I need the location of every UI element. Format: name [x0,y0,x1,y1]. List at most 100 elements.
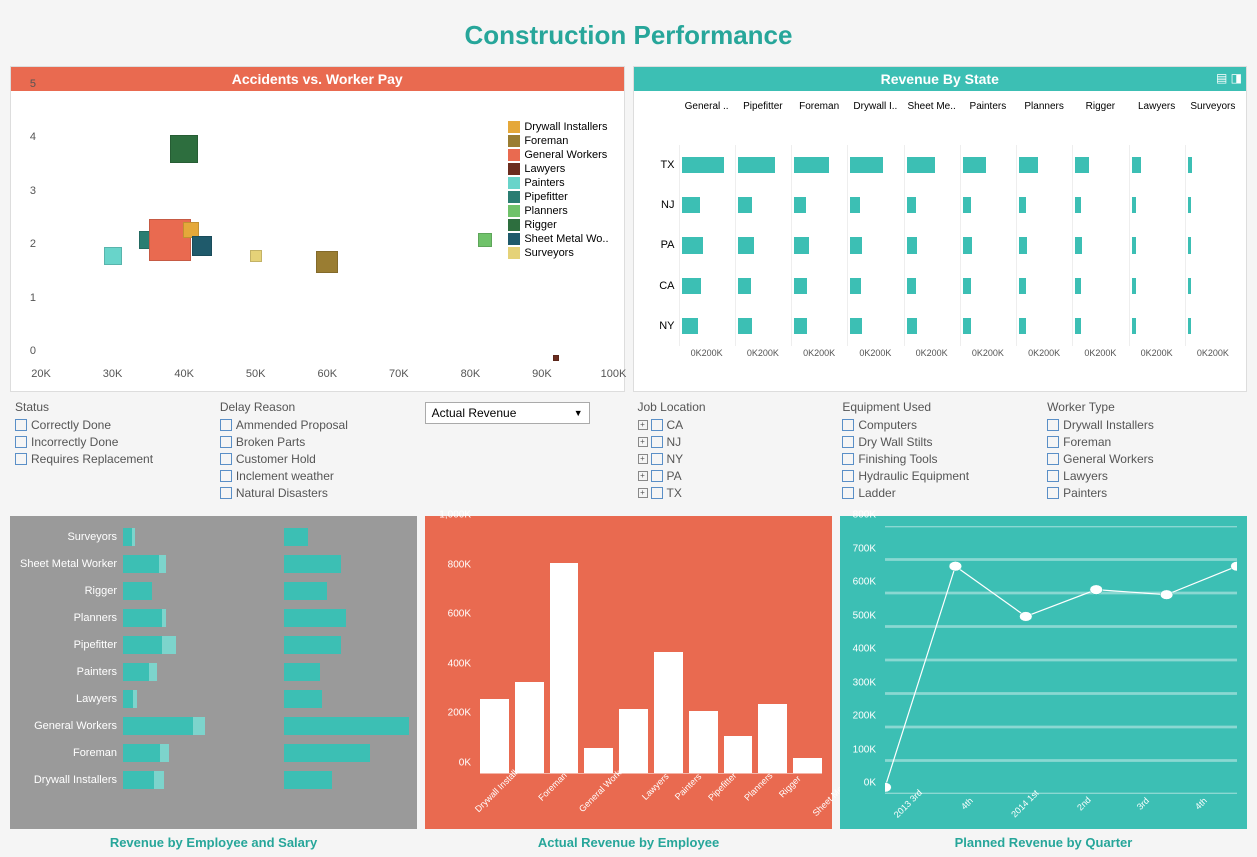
vbar[interactable] [654,652,683,773]
expand-icon[interactable]: + [638,454,648,464]
scatter-point[interactable] [553,355,559,361]
state-cell[interactable] [1129,185,1185,225]
checkbox-icon[interactable] [220,453,232,465]
filter-item[interactable]: Inclement weather [220,469,415,483]
state-cell[interactable] [1016,185,1072,225]
checkbox-icon[interactable] [651,453,663,465]
checkbox-icon[interactable] [651,419,663,431]
scatter-point[interactable] [316,251,338,273]
state-cell[interactable] [679,266,735,306]
vbar[interactable] [584,748,613,773]
state-cell[interactable] [1016,306,1072,346]
state-cell[interactable] [1185,185,1241,225]
hbar-row[interactable]: Foreman [18,740,409,765]
filter-item[interactable]: Foreman [1047,435,1242,449]
expand-icon[interactable]: + [638,488,648,498]
legend-item[interactable]: Foreman [508,135,608,147]
state-cell[interactable] [904,306,960,346]
state-cell[interactable] [1072,145,1128,185]
state-cell[interactable] [1129,266,1185,306]
state-cell[interactable] [904,225,960,265]
scatter-point[interactable] [104,247,122,265]
legend-item[interactable]: Rigger [508,219,608,231]
filter-item[interactable]: +NY [638,452,833,466]
scatter-chart[interactable]: 012345 20K30K40K50K60K70K80K90K100K Dryw… [11,91,624,391]
filter-item[interactable]: Drywall Installers [1047,418,1242,432]
state-cell[interactable] [847,145,903,185]
state-cell[interactable] [679,145,735,185]
scatter-point[interactable] [170,135,198,163]
state-cell[interactable] [1016,266,1072,306]
state-cell[interactable] [960,306,1016,346]
scatter-point[interactable] [250,250,262,262]
legend-item[interactable]: Painters [508,177,608,189]
hbar-row[interactable]: Planners [18,605,409,630]
filter-item[interactable]: Customer Hold [220,452,415,466]
state-cell[interactable] [960,266,1016,306]
hbar-row[interactable]: Drywall Installers [18,767,409,792]
state-cell[interactable] [1072,306,1128,346]
state-cell[interactable] [791,266,847,306]
state-cell[interactable] [679,306,735,346]
filter-item[interactable]: Lawyers [1047,469,1242,483]
filter-item[interactable]: Painters [1047,486,1242,500]
hbar-row[interactable]: Rigger [18,578,409,603]
scatter-point[interactable] [192,236,212,256]
state-cell[interactable] [960,145,1016,185]
hbar-row[interactable]: General Workers [18,713,409,738]
expand-icon[interactable]: + [638,437,648,447]
hbar-row[interactable]: Lawyers [18,686,409,711]
scatter-point[interactable] [478,233,492,247]
state-cell[interactable] [1185,225,1241,265]
state-cell[interactable] [679,185,735,225]
checkbox-icon[interactable] [651,487,663,499]
state-cell[interactable] [791,306,847,346]
checkbox-icon[interactable] [1047,487,1059,499]
checkbox-icon[interactable] [1047,453,1059,465]
hbar-chart[interactable]: SurveyorsSheet Metal WorkerRiggerPlanner… [10,516,417,829]
state-cell[interactable] [679,225,735,265]
vbar[interactable] [689,711,718,773]
checkbox-icon[interactable] [842,470,854,482]
state-cell[interactable] [960,225,1016,265]
checkbox-icon[interactable] [1047,436,1059,448]
filter-item[interactable]: Ladder [842,486,1037,500]
state-cell[interactable] [1129,225,1185,265]
state-cell[interactable] [847,306,903,346]
state-cell[interactable] [1185,266,1241,306]
filter-item[interactable]: +PA [638,469,833,483]
state-cell[interactable] [735,185,791,225]
checkbox-icon[interactable] [651,470,663,482]
state-cell[interactable] [735,225,791,265]
revenue-dropdown[interactable]: Actual Revenue ▼ [425,402,590,424]
hbar-row[interactable]: Painters [18,659,409,684]
state-cell[interactable] [791,185,847,225]
checkbox-icon[interactable] [842,436,854,448]
filter-item[interactable]: Incorrectly Done [15,435,210,449]
state-cell[interactable] [847,266,903,306]
filter-item[interactable]: Dry Wall Stilts [842,435,1037,449]
hbar-row[interactable]: Surveyors [18,524,409,549]
vbar[interactable] [758,704,787,773]
checkbox-icon[interactable] [15,453,27,465]
filter-item[interactable]: Natural Disasters [220,486,415,500]
filter-item[interactable]: +NJ [638,435,833,449]
state-cell[interactable] [1016,225,1072,265]
checkbox-icon[interactable] [842,453,854,465]
legend-item[interactable]: Lawyers [508,163,608,175]
filter-item[interactable]: General Workers [1047,452,1242,466]
state-chart[interactable]: General ..PipefitterForemanDrywall I..Sh… [634,91,1247,391]
filter-item[interactable]: +TX [638,486,833,500]
vbar[interactable] [550,563,579,773]
vbar-chart[interactable]: 0K200K400K600K800K1,000K Drywall Install… [425,516,832,829]
state-cell[interactable] [1072,225,1128,265]
vbar[interactable] [480,699,509,773]
checkbox-icon[interactable] [842,419,854,431]
checkbox-icon[interactable] [651,436,663,448]
hbar-row[interactable]: Pipefitter [18,632,409,657]
panel-controls-icon[interactable]: ▤ ◨ [1216,71,1242,85]
state-cell[interactable] [960,185,1016,225]
state-cell[interactable] [1016,145,1072,185]
checkbox-icon[interactable] [15,436,27,448]
filter-item[interactable]: Hydraulic Equipment [842,469,1037,483]
